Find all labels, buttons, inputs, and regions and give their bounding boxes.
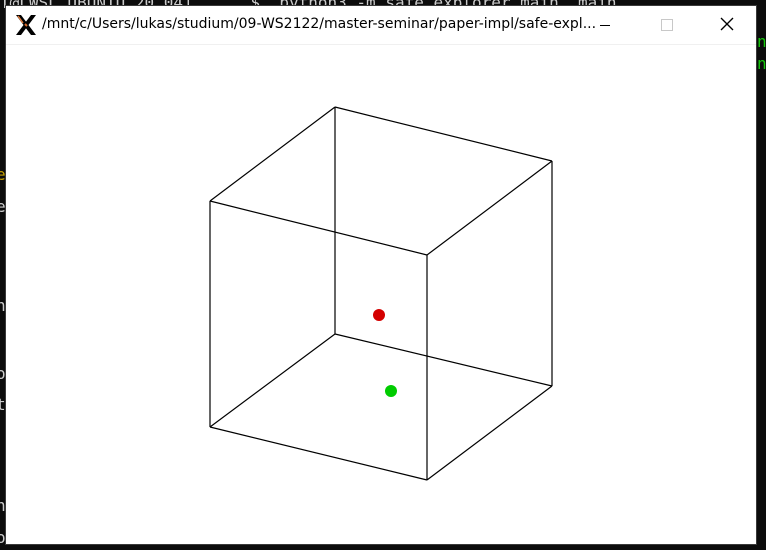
terminal-right-fragment-1: ni bbox=[757, 32, 766, 51]
terminal-left-fragment-6: h bbox=[0, 496, 6, 515]
close-button[interactable] bbox=[704, 6, 750, 44]
cube-edge bbox=[334, 106, 553, 162]
green-point bbox=[385, 385, 397, 397]
terminal-right-fragment-2: ni bbox=[757, 54, 766, 73]
terminal-top-line: T@LWSL UBUNTU 20.04] $ python3 -m safe_e… bbox=[0, 0, 617, 12]
minimize-button[interactable] bbox=[582, 6, 628, 44]
cube-edge bbox=[334, 333, 553, 387]
cube-edge bbox=[426, 160, 553, 256]
cube-edge bbox=[209, 200, 428, 256]
cube-edge bbox=[209, 106, 336, 202]
cube-edge bbox=[209, 333, 336, 428]
close-icon bbox=[720, 16, 734, 35]
maximize-icon bbox=[661, 16, 673, 35]
minimize-icon bbox=[599, 16, 611, 35]
terminal-left-fragment-1: e bbox=[0, 165, 6, 184]
cube-edge bbox=[426, 385, 553, 481]
red-point bbox=[373, 309, 385, 321]
render-window: /mnt/c/Users/lukas/studium/09-WS2122/mas… bbox=[6, 6, 756, 544]
render-canvas[interactable] bbox=[6, 45, 756, 544]
cube-wireframe bbox=[209, 106, 553, 481]
terminal-left-fragment-4: o bbox=[0, 364, 6, 383]
titlebar[interactable]: /mnt/c/Users/lukas/studium/09-WS2122/mas… bbox=[6, 6, 756, 45]
cube-scene bbox=[209, 106, 553, 481]
terminal-left-fragment-3: h bbox=[0, 296, 6, 315]
x11-icon bbox=[15, 14, 37, 36]
maximize-button[interactable] bbox=[644, 6, 690, 44]
cube-edge bbox=[209, 426, 428, 481]
window-title: /mnt/c/Users/lukas/studium/09-WS2122/mas… bbox=[42, 16, 597, 32]
